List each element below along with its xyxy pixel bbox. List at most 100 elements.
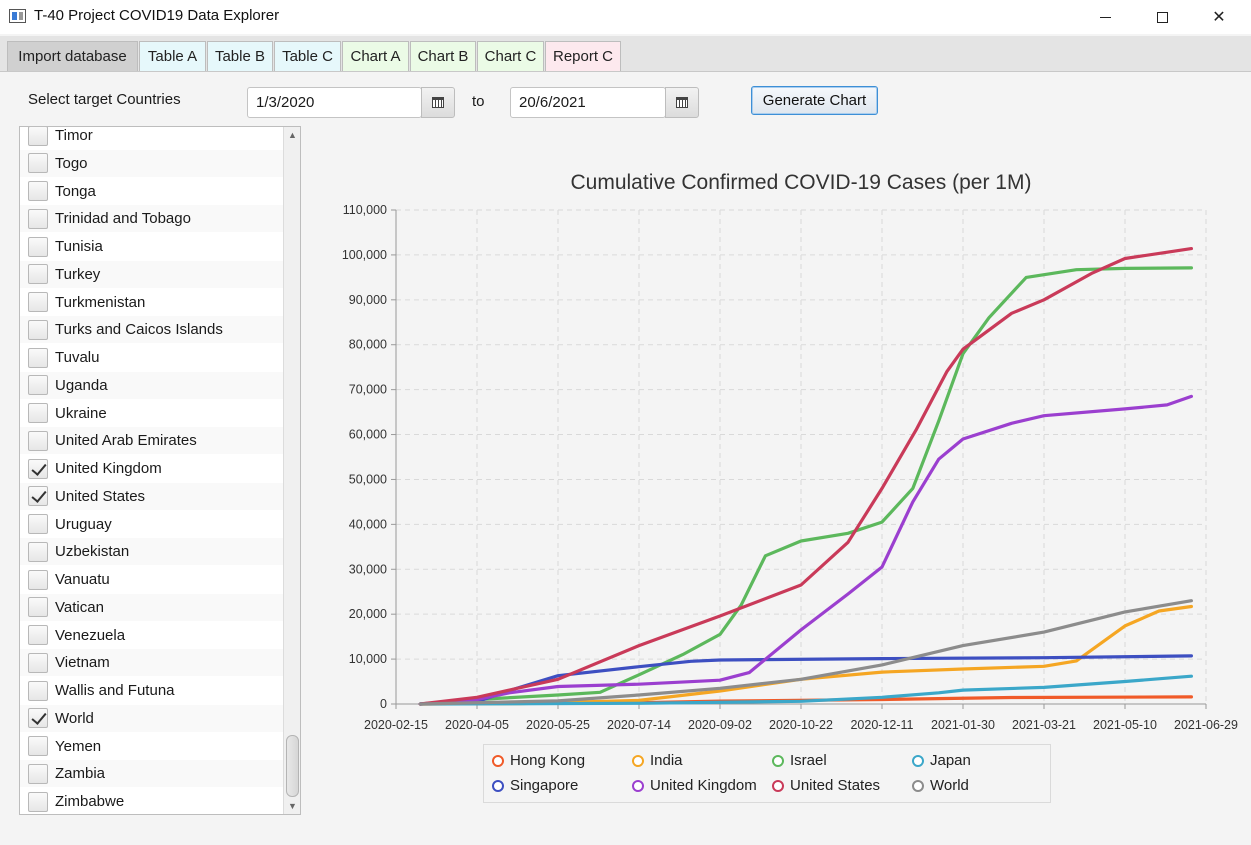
y-tick-label: 60,000 — [349, 428, 387, 442]
country-checkbox[interactable] — [28, 569, 48, 590]
country-checkbox[interactable] — [28, 236, 48, 257]
scroll-down-icon[interactable]: ▼ — [288, 801, 297, 811]
country-checkbox[interactable] — [28, 403, 48, 423]
tab-table-b[interactable]: Table B — [207, 41, 273, 71]
country-name: Zambia — [55, 765, 106, 783]
country-name: Vatican — [55, 598, 104, 616]
country-row[interactable]: Vatican — [20, 593, 283, 621]
country-checkbox[interactable] — [28, 292, 48, 312]
tab-table-a[interactable]: Table A — [139, 41, 206, 71]
country-checkbox[interactable] — [28, 486, 48, 507]
tab-chart-a[interactable]: Chart A — [342, 41, 409, 71]
country-list[interactable]: Zimbabwe Zambia Yemen World Wallis and Futun… — [19, 126, 301, 815]
country-checkbox[interactable] — [28, 514, 48, 534]
legend-circle-icon — [912, 779, 924, 792]
window-title: T-40 Project COVID19 Data Explorer — [34, 7, 280, 24]
list-scrollbar[interactable]: ▲ ▼ — [283, 127, 300, 814]
legend-label: Singapore — [510, 777, 579, 794]
legend-circle-icon — [772, 754, 784, 767]
country-row[interactable]: Wallis and Futuna — [20, 677, 283, 704]
maximize-icon — [1156, 11, 1168, 23]
country-row[interactable]: Venezuela — [20, 622, 283, 649]
country-row[interactable]: Uzbekistan — [20, 538, 283, 566]
country-row[interactable]: Tunisia — [20, 233, 283, 260]
country-row[interactable]: Tuvalu — [20, 344, 283, 371]
country-row[interactable]: United States — [20, 482, 283, 510]
series-line-world — [418, 599, 1193, 706]
country-name: Vanuatu — [55, 571, 110, 588]
country-row[interactable]: Yemen — [20, 733, 283, 760]
country-row[interactable]: Togo — [20, 149, 283, 177]
x-tick-label: 2020-05-25 — [526, 718, 590, 732]
country-checkbox[interactable] — [28, 625, 48, 645]
country-row[interactable]: Trinidad and Tobago — [20, 205, 283, 233]
tab-chart-b[interactable]: Chart B — [410, 41, 476, 71]
end-date-input[interactable]: 20/6/2021 — [510, 87, 666, 118]
country-row[interactable]: Vietnam — [20, 649, 283, 677]
country-checkbox[interactable] — [28, 763, 48, 784]
y-tick-label: 0 — [380, 697, 387, 711]
country-checkbox[interactable] — [28, 319, 48, 340]
country-checkbox[interactable] — [28, 208, 48, 229]
start-date-input[interactable]: 1/3/2020 — [247, 87, 422, 118]
series-line-united-states — [418, 247, 1193, 706]
country-row[interactable]: World — [20, 704, 283, 732]
country-row[interactable]: Turkmenistan — [20, 289, 283, 316]
country-row[interactable]: Tonga — [20, 178, 283, 205]
country-row[interactable]: Timor — [20, 127, 283, 149]
country-name: United States — [55, 487, 146, 505]
to-label: to — [472, 93, 485, 110]
tab-chart-c[interactable]: Chart C — [477, 41, 544, 71]
chart-legend: Hong Kong India Israel Japan Singapore United… — [483, 744, 1051, 803]
legend-item: United States — [772, 777, 880, 794]
minimize-button[interactable] — [1082, 0, 1128, 34]
country-row[interactable]: Zimbabwe — [20, 788, 283, 814]
country-checkbox[interactable] — [28, 375, 48, 396]
country-name: World — [55, 709, 94, 727]
legend-item: Japan — [912, 752, 971, 769]
country-checkbox[interactable] — [28, 458, 48, 479]
country-checkbox[interactable] — [28, 708, 48, 729]
country-checkbox[interactable] — [28, 652, 48, 673]
close-button[interactable]: ✕ — [1196, 0, 1242, 34]
country-row[interactable]: Turks and Caicos Islands — [20, 316, 283, 344]
y-tick-label: 50,000 — [349, 472, 387, 486]
y-tick-label: 30,000 — [349, 562, 387, 576]
y-tick-label: 80,000 — [349, 338, 387, 352]
tab-report-c[interactable]: Report C — [545, 41, 621, 71]
country-row[interactable]: United Arab Emirates — [20, 427, 283, 455]
country-checkbox[interactable] — [28, 127, 48, 146]
tab-table-c[interactable]: Table C — [274, 41, 341, 71]
country-checkbox[interactable] — [28, 736, 48, 756]
country-row[interactable]: United Kingdom — [20, 455, 283, 482]
country-checkbox[interactable] — [28, 597, 48, 618]
country-row[interactable]: Vanuatu — [20, 566, 283, 593]
end-date-picker-button[interactable] — [665, 87, 699, 118]
country-name: Wallis and Futuna — [55, 682, 175, 699]
country-checkbox[interactable] — [28, 264, 48, 285]
country-name: United Arab Emirates — [55, 432, 197, 450]
country-checkbox[interactable] — [28, 430, 48, 451]
country-name: Timor — [55, 127, 93, 144]
legend-circle-icon — [632, 754, 644, 767]
country-checkbox[interactable] — [28, 153, 48, 174]
country-checkbox[interactable] — [28, 791, 48, 812]
scrollbar-thumb[interactable] — [286, 735, 299, 797]
country-row[interactable]: Uruguay — [20, 511, 283, 538]
generate-chart-button[interactable]: Generate Chart — [751, 86, 878, 115]
start-date-picker-button[interactable] — [421, 87, 455, 118]
country-row[interactable]: Turkey — [20, 260, 283, 288]
scroll-up-icon[interactable]: ▲ — [288, 130, 297, 140]
country-row[interactable]: Zambia — [20, 760, 283, 788]
calendar-icon — [432, 97, 444, 108]
country-checkbox[interactable] — [28, 680, 48, 701]
country-checkbox[interactable] — [28, 541, 48, 562]
country-name: Trinidad and Tobago — [55, 210, 191, 228]
country-checkbox[interactable] — [28, 347, 48, 368]
x-tick-label: 2020-04-05 — [445, 718, 509, 732]
tab-import-database[interactable]: Import database — [7, 41, 138, 71]
country-row[interactable]: Ukraine — [20, 400, 283, 427]
maximize-button[interactable] — [1139, 0, 1185, 34]
country-row[interactable]: Uganda — [20, 371, 283, 399]
country-checkbox[interactable] — [28, 181, 48, 201]
